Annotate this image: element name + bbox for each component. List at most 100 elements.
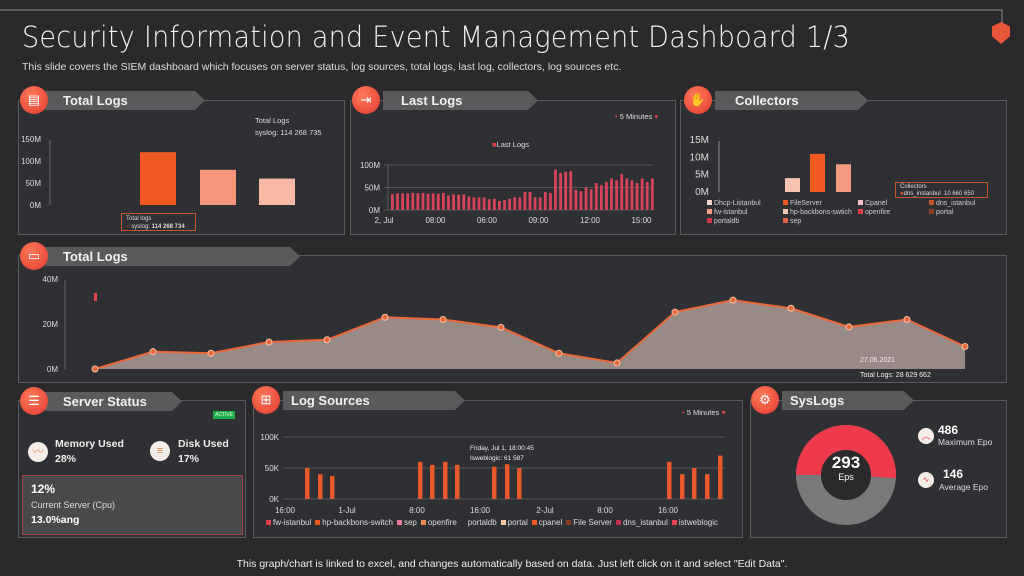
last-logs-chart[interactable]: 0M 50M 100M 2, Jul 08:00 06:00 09:00 12:00 15:00: [0, 0, 680, 240]
bar: [548, 192, 552, 210]
legend-item[interactable]: portal: [929, 209, 954, 216]
interval-dropdown[interactable]: • 5 Minutes ▾: [615, 112, 659, 121]
bar: [498, 201, 501, 210]
legend-item[interactable]: openfire: [420, 518, 457, 527]
data-point: [207, 349, 215, 357]
top-rule: [0, 9, 1003, 24]
y-tick-label: 0M: [369, 206, 380, 215]
legend-item[interactable]: FileServer: [783, 200, 822, 207]
interval-label: 5 Minutes: [686, 408, 720, 417]
avg-epo: 146 Average Epo: [939, 468, 988, 494]
legend-item[interactable]: Dhcp-Listanbul: [707, 200, 761, 207]
legend-item[interactable]: sep: [396, 518, 417, 527]
tooltip-title: Collectors: [900, 184, 927, 190]
total-logs-area-chart[interactable]: 0M 20M 40M: [0, 0, 1024, 390]
page-title: Security Information and Event Managemen…: [22, 20, 851, 54]
cpu-value: 12%: [31, 482, 56, 496]
y-tick-label: 40M: [42, 275, 58, 284]
bar: [599, 185, 603, 210]
hand-coin-icon: ✋: [684, 86, 712, 114]
y-tick-label: 0M: [47, 365, 58, 374]
last-logs-legend: ■Last Logs: [492, 140, 530, 149]
cpu-box: 12% Current Server (Cpu) 13.0%ang: [22, 475, 243, 535]
area-fill: [95, 300, 965, 369]
legend-item[interactable]: sep: [783, 218, 801, 225]
legend-label: portal: [507, 518, 528, 527]
bar: [650, 178, 654, 210]
legend-label: openfire: [427, 518, 457, 527]
disk-value: 17%: [178, 453, 200, 465]
x-tick-label: 2, Jul: [374, 216, 393, 225]
bar: [416, 193, 420, 210]
marker: [94, 293, 97, 301]
legend-item[interactable]: hp-backbons-switch: [315, 518, 393, 527]
disk-used: Disk Used 17%: [178, 437, 229, 467]
bar: [543, 192, 547, 210]
bar: [620, 174, 624, 210]
bar: [482, 197, 486, 210]
legend-item[interactable]: Cpanel: [858, 200, 887, 207]
footer-note: This graph/chart is linked to excel, and…: [236, 558, 788, 570]
tooltip-value: syslog: 114 268 735: [255, 128, 322, 137]
bar: [467, 196, 471, 210]
tooltip-value: 10 660 650: [944, 191, 975, 197]
interval-label: 5 Minutes: [619, 112, 653, 121]
legend-label: Dhcp-Listanbul: [714, 200, 761, 207]
interval-dropdown[interactable]: • 5 Minutes ♥: [682, 408, 726, 417]
bar: [559, 173, 562, 210]
legend-item[interactable]: portaldb: [460, 518, 497, 527]
disk-label: Disk Used: [178, 438, 229, 450]
legend-item[interactable]: cpanel: [531, 518, 563, 527]
legend-item[interactable]: hp-backbons-swtich: [783, 209, 852, 216]
legend-label: portaldb: [467, 518, 497, 527]
legend-label: hp-backbons-switch: [322, 518, 393, 527]
bar: [391, 194, 394, 210]
bar: [645, 182, 649, 210]
legend-item[interactable]: istweblogic: [671, 518, 718, 527]
legend-item[interactable]: portal: [500, 518, 528, 527]
bar: [418, 461, 423, 499]
x-tick-label: 08:00: [425, 216, 446, 225]
syslogs-donut[interactable]: [795, 424, 897, 526]
total-logs-tooltip-top: Total Logs syslog: 114 268 735: [255, 115, 322, 139]
total-logs-bar-chart[interactable]: 0M 50M 100M 150M: [0, 0, 350, 240]
x-tick-label: 15:00: [631, 216, 652, 225]
bar: [569, 171, 573, 210]
data-point: [497, 323, 505, 331]
server-status-header: Server Status: [45, 392, 182, 411]
legend-item[interactable]: openfire: [858, 209, 890, 216]
legend-item[interactable]: File Server: [566, 518, 612, 527]
legend-item[interactable]: portaldb: [707, 218, 739, 225]
legend-item[interactable]: dns_istanbul: [615, 518, 668, 527]
collectors-header: Collectors: [715, 91, 868, 110]
legend-label: openfire: [865, 209, 891, 216]
tooltip-label: syslog:: [131, 224, 150, 230]
data-point: [903, 316, 911, 323]
y-tick-label: 15M: [690, 135, 709, 146]
x-tick-label: 16:00: [470, 506, 491, 515]
bar: [785, 178, 800, 192]
legend-label: cpanel: [538, 518, 563, 527]
legend-label: fw-istanbul: [714, 209, 748, 216]
status-badge: ACTIVE: [213, 411, 236, 419]
bar: [640, 178, 644, 210]
donut-fill: [796, 425, 896, 479]
legend-label: portal: [936, 209, 954, 216]
bar: [589, 189, 593, 210]
y-tick-label: 100K: [260, 433, 279, 442]
bar: [533, 197, 537, 210]
tooltip-value: Isweblogic: 61 587: [470, 455, 524, 462]
y-tick-label: 0M: [695, 187, 709, 198]
legend-item[interactable]: dns_istanbul: [929, 200, 975, 207]
bar: [487, 199, 491, 210]
bar: [635, 183, 639, 210]
legend-item[interactable]: fw-istanbul: [707, 209, 747, 216]
legend-item[interactable]: fw-istanbul: [266, 518, 311, 527]
chevron-down-icon: ▾: [654, 112, 659, 121]
log-sources-chart[interactable]: 0K 50K 100K 16:00 1-Jul 8:00 16:00 2-Jul 8:00 16:…: [0, 0, 1024, 540]
x-tick-label: 8:00: [409, 506, 425, 515]
legend-label: dns_istanbul: [936, 200, 976, 207]
collectors-chart[interactable]: 0M 5M 10M 15M: [0, 0, 1024, 240]
annotation-total: Total Logs: 28 629 662: [860, 372, 931, 379]
x-tick-label: 12:00: [580, 216, 601, 225]
